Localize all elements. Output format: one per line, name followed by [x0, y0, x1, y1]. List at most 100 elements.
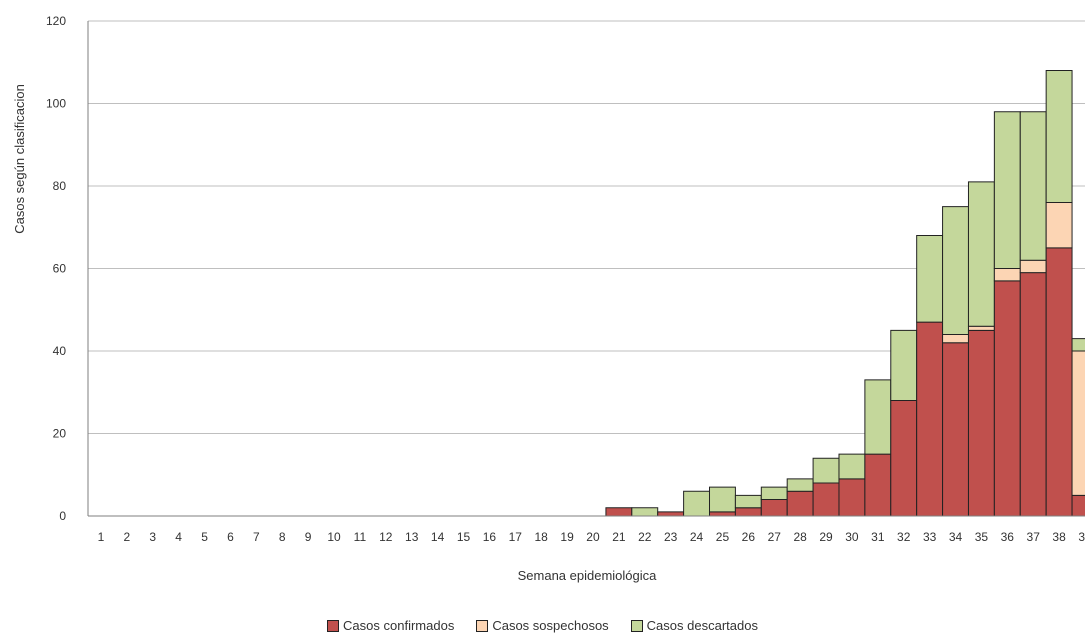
x-tick-label: 17	[509, 530, 523, 544]
bar-segment-sospechosos	[1019, 259, 1047, 274]
y-tick-label: 0	[59, 509, 66, 523]
bar-segment-confirmados	[864, 453, 892, 517]
x-tick-label: 32	[897, 530, 911, 544]
bar-segment-descartados	[760, 486, 788, 500]
bar-segment-confirmados	[657, 511, 685, 517]
bar-segment-confirmados	[890, 400, 918, 517]
legend-label-confirmados: Casos confirmados	[343, 618, 455, 633]
y-tick-label: 20	[53, 427, 67, 441]
x-tick-label: 28	[793, 530, 807, 544]
legend-item-confirmados: Casos confirmados	[327, 618, 454, 633]
bar-segment-confirmados	[760, 499, 788, 517]
legend-item-sospechosos: Casos sospechosos	[476, 618, 609, 633]
bar-segment-descartados	[942, 206, 969, 335]
x-tick-label: 18	[535, 530, 549, 544]
legend-item-descartados: Casos descartados	[630, 618, 758, 633]
x-tick-label: 15	[457, 530, 471, 544]
bar-segment-confirmados	[1071, 494, 1085, 517]
legend-swatch-sospechosos	[476, 619, 489, 632]
x-tick-label: 8	[279, 530, 286, 544]
x-tick-label: 24	[690, 530, 704, 544]
x-tick-label: 5	[201, 530, 208, 544]
legend-label-sospechosos: Casos sospechosos	[492, 618, 609, 633]
x-tick-label: 35	[975, 530, 989, 544]
x-tick-label: 19	[560, 530, 574, 544]
x-tick-label: 33	[923, 530, 937, 544]
x-tick-label: 22	[638, 530, 652, 544]
bar-segment-descartados	[631, 507, 659, 517]
x-tick-label: 23	[664, 530, 678, 544]
bar-segment-confirmados	[993, 280, 1021, 517]
y-tick-label: 40	[53, 344, 67, 358]
bar-segment-confirmados	[812, 482, 840, 517]
x-tick-label: 38	[1052, 530, 1066, 544]
bar-segment-confirmados	[942, 342, 969, 517]
x-tick-label: 26	[742, 530, 756, 544]
y-tick-label: 100	[46, 97, 66, 111]
x-tick-label: 20	[586, 530, 600, 544]
x-axis-title: Semana epidemiológica	[518, 568, 658, 583]
bar-segment-sospechosos	[1071, 350, 1085, 496]
bar-segment-confirmados	[838, 478, 866, 517]
bar-segment-descartados	[890, 329, 918, 401]
x-tick-label: 6	[227, 530, 234, 544]
x-tick-label: 34	[949, 530, 963, 544]
x-tick-label: 9	[305, 530, 312, 544]
x-tick-label: 37	[1027, 530, 1041, 544]
bars	[605, 70, 1085, 517]
x-tick-label: 29	[819, 530, 833, 544]
x-tick-label: 39	[1078, 530, 1085, 544]
bar-segment-descartados	[786, 478, 814, 492]
bar-segment-descartados	[1045, 70, 1073, 203]
x-tick-label: 16	[483, 530, 497, 544]
x-tick-label: 11	[354, 530, 367, 544]
x-tick-label: 21	[612, 530, 626, 544]
x-tick-label: 36	[1001, 530, 1015, 544]
bar-segment-descartados	[864, 379, 892, 455]
legend-swatch-confirmados	[327, 619, 340, 632]
y-axis-title: Casos según clasificacion	[12, 84, 27, 234]
bar-segment-confirmados	[1019, 272, 1047, 517]
legend-label-descartados: Casos descartados	[646, 618, 758, 633]
bar-segment-confirmados	[709, 511, 736, 517]
legend-swatch-descartados	[630, 619, 643, 632]
x-tick-label: 1	[98, 530, 105, 544]
bar-segment-descartados	[967, 181, 995, 327]
bar-segment-descartados	[1071, 338, 1085, 352]
x-tick-label: 27	[768, 530, 782, 544]
y-tick-label: 120	[46, 14, 66, 28]
x-tick-label: 10	[327, 530, 341, 544]
x-tick-label: 12	[379, 530, 393, 544]
bar-segment-descartados	[993, 111, 1021, 269]
y-tick-label: 80	[53, 179, 67, 193]
bar-segment-confirmados	[916, 321, 944, 517]
bar-segment-descartados	[683, 490, 711, 517]
bar-segment-sospechosos	[967, 325, 995, 331]
bar-segment-descartados	[812, 457, 840, 484]
x-tick-label: 7	[253, 530, 260, 544]
bar-segment-descartados	[838, 453, 866, 480]
bar-segment-descartados	[709, 486, 736, 513]
bar-segment-confirmados	[786, 490, 814, 517]
x-tick-label: 4	[175, 530, 182, 544]
bar-segment-sospechosos	[942, 334, 969, 344]
x-tick-label: 30	[845, 530, 859, 544]
x-tick-label: 14	[431, 530, 445, 544]
bar-segment-confirmados	[1045, 247, 1073, 517]
legend: Casos confirmados Casos sospechosos Caso…	[0, 618, 1085, 633]
bar-segment-descartados	[1019, 111, 1047, 261]
bar-segment-sospechosos	[993, 268, 1021, 282]
bar-segment-confirmados	[605, 507, 633, 517]
x-tick-label: 13	[405, 530, 419, 544]
y-tick-label: 60	[53, 262, 67, 276]
bar-segment-descartados	[734, 494, 762, 509]
bar-segment-sospechosos	[1045, 202, 1073, 249]
bar-segment-confirmados	[967, 329, 995, 517]
x-tick-label: 25	[716, 530, 730, 544]
bar-segment-descartados	[916, 235, 944, 323]
bar-segment-confirmados	[734, 507, 762, 517]
x-tick-label: 3	[149, 530, 156, 544]
x-tick-label: 31	[871, 530, 885, 544]
